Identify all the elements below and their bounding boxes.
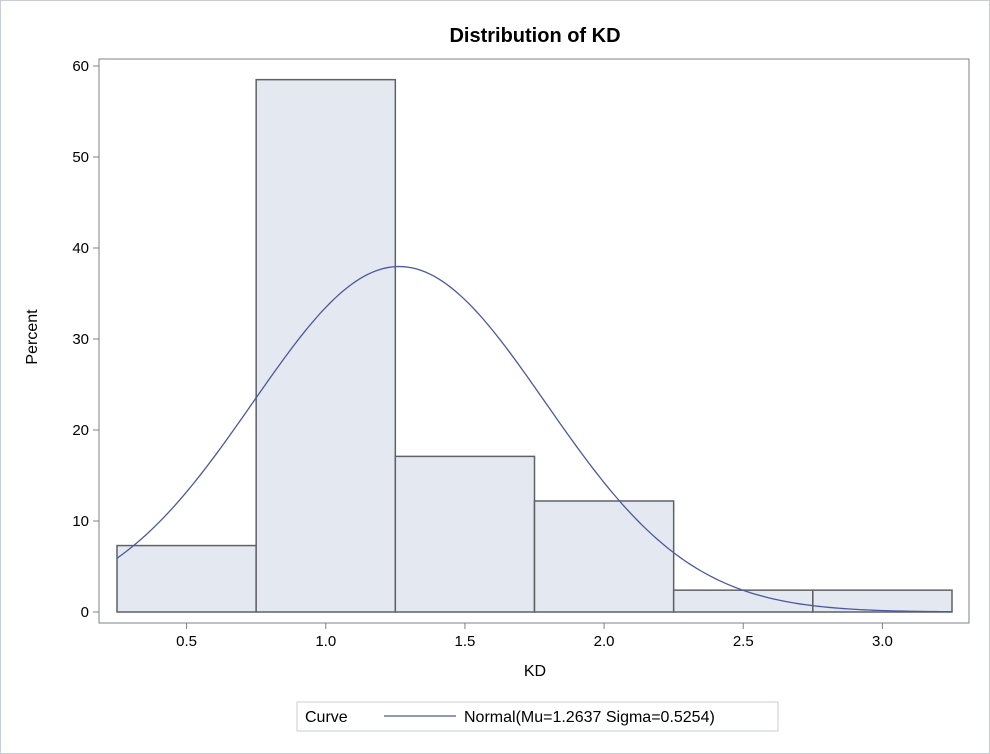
histogram-bar-1 bbox=[116, 544, 257, 613]
histogram-bar-3 bbox=[394, 455, 536, 613]
histogram-bar-4 bbox=[533, 500, 675, 613]
plot-area-border bbox=[98, 58, 970, 624]
legend-entry-label: Normal(Mu=1.2637 Sigma=0.5254) bbox=[464, 709, 715, 726]
x-axis-label: KD bbox=[524, 663, 546, 680]
x-tick-label: 1.0 bbox=[315, 633, 336, 650]
legend-title: Curve bbox=[305, 709, 348, 726]
chart-title: Distribution of KD bbox=[449, 25, 620, 47]
legend: Curve Normal(Mu=1.2637 Sigma=0.5254) bbox=[296, 701, 779, 732]
y-tick-label: 60 bbox=[72, 58, 89, 75]
x-tick-label: 3.0 bbox=[872, 633, 893, 650]
histogram-bar-2 bbox=[255, 78, 397, 613]
x-tick-label: 2.0 bbox=[594, 633, 615, 650]
x-tick-label: 0.5 bbox=[176, 633, 197, 650]
y-tick-label: 30 bbox=[72, 331, 89, 348]
x-axis: 0.5 1.0 1.5 2.0 2.5 3.0 bbox=[176, 623, 893, 650]
histogram-bar-6 bbox=[812, 589, 953, 613]
legend-box bbox=[296, 701, 779, 732]
curve-layer bbox=[116, 265, 953, 613]
y-axis: 0 10 20 30 40 50 60 bbox=[72, 58, 99, 621]
y-axis-label: Percent bbox=[24, 309, 41, 365]
normal-curve-line bbox=[116, 265, 953, 613]
x-tick-label: 2.5 bbox=[733, 633, 754, 650]
bars-layer bbox=[116, 78, 953, 613]
y-tick-label: 10 bbox=[72, 513, 89, 530]
y-tick-label: 20 bbox=[72, 422, 89, 439]
y-tick-label: 50 bbox=[72, 149, 89, 166]
x-tick-label: 1.5 bbox=[454, 633, 475, 650]
y-tick-label: 0 bbox=[81, 604, 89, 621]
y-tick-label: 40 bbox=[72, 240, 89, 257]
histogram-bar-5 bbox=[672, 589, 814, 613]
